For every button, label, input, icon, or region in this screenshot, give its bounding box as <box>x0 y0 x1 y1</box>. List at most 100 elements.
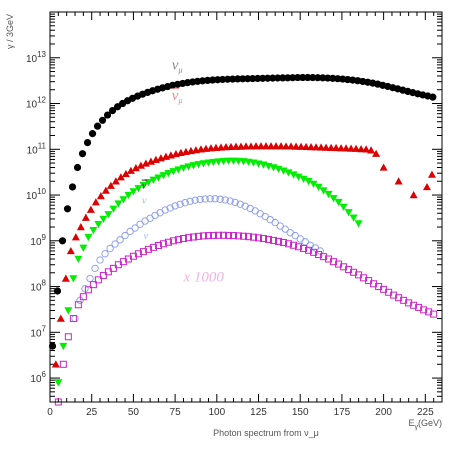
data-point <box>339 203 348 211</box>
data-point <box>309 180 318 188</box>
series-0 <box>48 73 437 350</box>
data-point <box>420 306 428 314</box>
data-point <box>427 170 436 178</box>
data-point <box>93 122 102 130</box>
data-point <box>73 163 82 172</box>
data-point <box>224 231 232 239</box>
data-point <box>63 205 72 213</box>
data-point <box>352 144 361 152</box>
data-point <box>279 167 288 175</box>
data-point <box>61 274 70 282</box>
data-point <box>111 240 119 248</box>
data-point <box>139 248 147 256</box>
data-point <box>285 240 293 248</box>
data-point <box>164 170 173 178</box>
data-point <box>164 238 172 246</box>
data-point <box>281 225 289 233</box>
data-point <box>121 169 130 178</box>
data-point <box>59 360 67 368</box>
data-point <box>275 237 283 245</box>
data-point <box>280 238 288 246</box>
y-tick-exponent: 12 <box>37 96 46 105</box>
data-point <box>260 235 268 243</box>
data-point <box>289 171 298 179</box>
data-point <box>239 232 247 240</box>
data-point <box>214 231 222 239</box>
data-point <box>169 168 178 176</box>
data-point <box>74 301 82 309</box>
data-point <box>312 143 321 151</box>
data-point <box>231 198 239 207</box>
annotation-label: ν <box>142 195 147 207</box>
data-point <box>250 233 258 241</box>
data-point <box>284 74 292 82</box>
data-series <box>48 73 438 406</box>
data-point <box>134 185 143 193</box>
data-point <box>347 144 356 152</box>
data-point <box>295 243 303 251</box>
data-point <box>267 142 276 150</box>
data-point <box>315 251 323 259</box>
data-point <box>219 157 228 166</box>
data-point <box>184 163 193 171</box>
data-point <box>126 166 135 174</box>
data-point <box>322 143 331 151</box>
data-point <box>124 191 133 200</box>
data-point <box>84 286 92 294</box>
data-point <box>96 192 105 200</box>
data-point <box>144 245 152 253</box>
x-axis-label: Photon spectrum from ν_μ <box>213 428 319 438</box>
data-point <box>429 93 437 101</box>
data-point <box>309 73 317 82</box>
data-point <box>116 173 125 181</box>
data-point <box>121 231 129 240</box>
data-point <box>194 232 202 240</box>
data-point <box>425 308 433 316</box>
x-tick-label: 125 <box>250 407 267 418</box>
data-point <box>144 179 153 187</box>
x-tick-label: 200 <box>375 407 392 418</box>
data-point <box>86 205 95 213</box>
data-point <box>305 246 313 254</box>
data-point <box>79 244 88 252</box>
y-tick-exponent: 8 <box>42 279 47 288</box>
data-point <box>287 142 296 150</box>
data-point <box>299 73 307 82</box>
data-point <box>282 142 291 150</box>
data-point <box>357 145 366 153</box>
data-point <box>139 181 148 190</box>
data-point <box>111 177 120 185</box>
data-point <box>284 169 293 177</box>
data-point <box>349 214 358 222</box>
data-point <box>409 191 418 199</box>
annotation-label: ν <box>143 230 148 242</box>
data-point <box>83 138 92 147</box>
data-point <box>229 232 237 240</box>
data-point <box>179 235 187 243</box>
data-point <box>68 183 77 191</box>
data-point <box>216 195 224 203</box>
data-point <box>334 198 343 207</box>
data-point <box>332 143 341 152</box>
data-point <box>294 73 302 82</box>
x-axis: 0 25 50 75 100 125 150 175 200 225 <box>47 12 443 418</box>
data-point <box>108 107 117 115</box>
data-point <box>141 159 150 167</box>
data-point <box>379 163 388 171</box>
data-point <box>53 287 62 295</box>
annotation-label: νμ <box>172 58 183 75</box>
data-point <box>314 183 323 191</box>
data-point <box>181 199 189 207</box>
data-point <box>84 233 93 242</box>
data-point <box>126 227 134 236</box>
data-point <box>206 195 214 203</box>
data-point <box>104 211 113 219</box>
data-point <box>320 253 328 261</box>
data-point <box>410 301 418 309</box>
data-point <box>221 196 229 204</box>
data-point <box>372 149 381 157</box>
data-point <box>430 310 438 318</box>
